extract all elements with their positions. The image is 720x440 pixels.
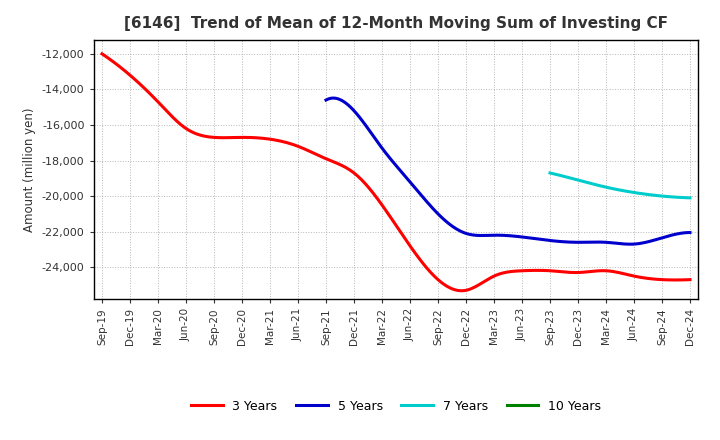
5 Years: [329, 95, 338, 101]
Title: [6146]  Trend of Mean of 12-Month Moving Sum of Investing CF: [6146] Trend of Mean of 12-Month Moving …: [124, 16, 668, 32]
3 Years: [99, 52, 108, 58]
3 Years: [98, 51, 107, 56]
7 Years: [629, 190, 638, 195]
7 Years: [672, 194, 681, 200]
3 Years: [448, 286, 456, 291]
5 Years: [546, 238, 554, 243]
7 Years: [664, 194, 672, 199]
7 Years: [685, 195, 694, 201]
5 Years: [539, 237, 547, 242]
5 Years: [654, 236, 662, 242]
5 Years: [323, 97, 331, 102]
7 Years: [631, 190, 640, 195]
5 Years: [322, 97, 330, 103]
Y-axis label: Amount (million yen): Amount (million yen): [23, 107, 36, 231]
5 Years: [626, 242, 634, 247]
3 Years: [685, 277, 694, 282]
7 Years: [546, 170, 554, 176]
7 Years: [546, 170, 555, 176]
Line: 5 Years: 5 Years: [326, 98, 690, 244]
5 Years: [539, 237, 548, 242]
3 Years: [595, 268, 604, 273]
3 Years: [457, 288, 466, 293]
5 Years: [685, 230, 694, 235]
Legend: 3 Years, 5 Years, 7 Years, 10 Years: 3 Years, 5 Years, 7 Years, 10 Years: [186, 395, 606, 418]
5 Years: [631, 242, 639, 247]
3 Years: [446, 285, 454, 290]
Line: 7 Years: 7 Years: [550, 173, 690, 198]
Line: 3 Years: 3 Years: [102, 54, 690, 291]
3 Years: [459, 288, 468, 293]
3 Years: [633, 274, 642, 279]
7 Years: [629, 190, 637, 195]
